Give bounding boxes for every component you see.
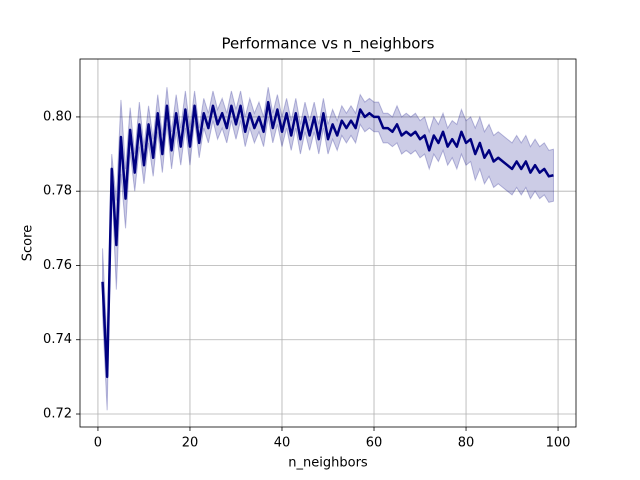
- x-axis-label: n_neighbors: [288, 456, 368, 471]
- y-tick-label: 0.76: [43, 258, 72, 273]
- x-tick-label: 0: [94, 436, 102, 451]
- y-tick-label: 0.74: [43, 332, 72, 347]
- x-tick-label: 20: [182, 436, 199, 451]
- x-tick-label: 60: [366, 436, 383, 451]
- chart-title: Performance vs n_neighbors: [222, 35, 435, 54]
- y-tick-label: 0.78: [43, 184, 72, 199]
- y-tick-label: 0.80: [43, 109, 72, 124]
- y-axis-label: Score: [21, 225, 36, 261]
- y-tick-label: 0.72: [43, 407, 72, 422]
- x-tick-label: 40: [274, 436, 291, 451]
- x-tick-label: 100: [546, 436, 571, 451]
- confidence-band: [102, 87, 554, 411]
- x-tick-label: 80: [458, 436, 475, 451]
- plot-frame: [79, 58, 577, 428]
- line: [101, 100, 554, 379]
